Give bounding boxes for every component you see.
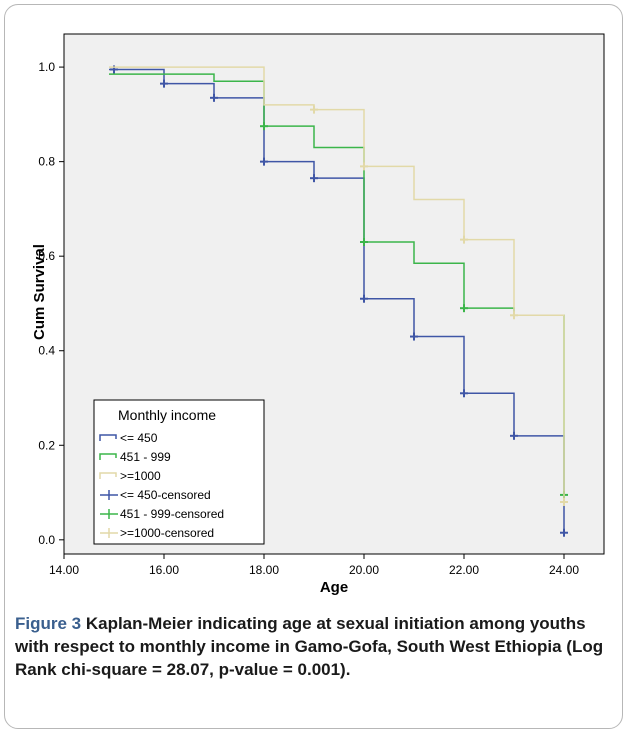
legend-entry-label: >=1000 [120, 469, 161, 483]
caption-text: Kaplan-Meier indicating age at sexual in… [15, 614, 604, 679]
legend-box [93, 399, 265, 545]
x-tick-label: 22.00 [449, 563, 479, 577]
legend-line-swatch [99, 472, 117, 479]
chart-legend: Monthly income <= 450 451 - 999 >=1000 <= 4… [93, 399, 265, 545]
y-axis-title: Cum Survival [31, 244, 48, 340]
y-tick-label: 0.6 [38, 249, 55, 263]
legend-entry-label: <= 450 [120, 431, 158, 445]
series-layer [109, 65, 568, 537]
figure-frame [4, 4, 623, 729]
legend-line-swatch [99, 453, 117, 460]
kaplan-meier-chart: 14.00 16.00 18.00 20.00 22.00 24.00 0.0 0.2 0.4… [14, 12, 614, 612]
x-tick-label: 24.00 [549, 563, 579, 577]
x-axis-ticks: 14.00 16.00 18.00 20.00 22.00 24.00 [49, 554, 579, 577]
y-tick-label: 0.0 [38, 533, 55, 547]
y-axis-ticks: 0.0 0.2 0.4 0.6 0.8 1.0 [38, 60, 64, 547]
y-tick-label: 0.2 [38, 438, 55, 452]
figure-caption: Figure 3 Kaplan-Meier indicating age at … [15, 612, 605, 681]
y-tick-label: 0.4 [38, 344, 55, 358]
legend-entry-label: >=1000-censored [120, 526, 214, 540]
x-tick-label: 14.00 [49, 563, 79, 577]
legend-entry-label: <= 450-censored [120, 488, 211, 502]
x-tick-label: 16.00 [149, 563, 179, 577]
legend-title: Monthly income [118, 407, 216, 423]
x-axis-title: Age [320, 579, 348, 596]
x-tick-label: 18.00 [249, 563, 279, 577]
y-tick-label: 1.0 [38, 60, 55, 74]
legend-line-swatch [99, 434, 117, 441]
legend-entry-label: 451 - 999 [120, 450, 171, 464]
survival-line [109, 66, 565, 502]
legend-entry-label: 451 - 999-censored [120, 507, 224, 521]
caption-figure-number: Figure 3 [15, 614, 82, 633]
y-tick-label: 0.8 [38, 155, 55, 169]
x-tick-label: 20.00 [349, 563, 379, 577]
